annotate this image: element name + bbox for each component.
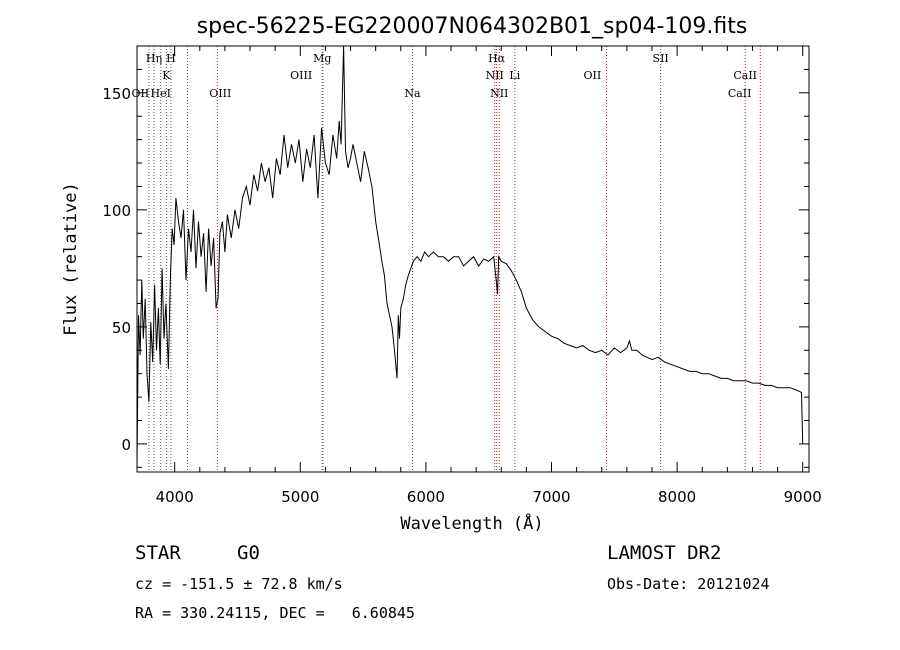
- line-markers: [148, 46, 761, 472]
- object-subclass: G0: [237, 542, 260, 564]
- spectrum-line: [136, 45, 804, 468]
- annotation-label: Hη: [146, 52, 162, 65]
- x-tick-label: 7000: [532, 488, 570, 506]
- y-tick-label: 0: [121, 436, 131, 454]
- chart-title: spec-56225-EG220007N064302B01_sp04-109.f…: [197, 14, 748, 39]
- annotation-label: K: [162, 69, 171, 82]
- survey-name: LAMOST DR2: [607, 542, 722, 564]
- annotation-label: Hα: [488, 52, 506, 65]
- annotation-label: Li: [509, 69, 520, 82]
- annotation-label: NII: [490, 87, 508, 100]
- annotation-label: CaII: [733, 69, 757, 82]
- annotation-label: CaII: [728, 87, 752, 100]
- x-tick-label: 8000: [658, 488, 696, 506]
- annotation-label: SII: [653, 52, 669, 65]
- annotation-label: H: [166, 52, 176, 65]
- redshift-readout: cz = -151.5 ± 72.8 km/s: [135, 575, 343, 593]
- y-axis: 0 50 100 150: [102, 45, 809, 468]
- annotation-label: Na: [404, 87, 421, 100]
- y-tick-label: 50: [112, 319, 131, 337]
- x-axis: 4000 5000 6000 7000 8000 9000: [156, 46, 822, 506]
- x-tick-label: 4000: [156, 488, 194, 506]
- x-tick-label: 6000: [407, 488, 445, 506]
- annotation-label: HeI: [151, 87, 171, 100]
- annotation-label: OIII: [209, 87, 231, 100]
- x-tick-label: 9000: [784, 488, 822, 506]
- obs-date: Obs-Date: 20121024: [607, 575, 770, 593]
- annotation-label: Mg: [313, 52, 331, 65]
- annotation-label: OII: [132, 87, 150, 100]
- x-tick-label: 5000: [281, 488, 319, 506]
- annotation-label: OII: [583, 69, 601, 82]
- coordinates: RA = 330.24115, DEC = 6.60845: [135, 604, 415, 622]
- y-tick-label: 150: [102, 85, 131, 103]
- annotation-label: OIII: [290, 69, 312, 82]
- plot-frame: [136, 45, 810, 473]
- y-tick-label: 100: [102, 202, 131, 220]
- x-axis-label: Wavelength (Å): [400, 512, 543, 534]
- y-axis-label: Flux (relative): [61, 182, 81, 336]
- object-class: STAR: [135, 542, 181, 564]
- annotation-label: NII: [486, 69, 504, 82]
